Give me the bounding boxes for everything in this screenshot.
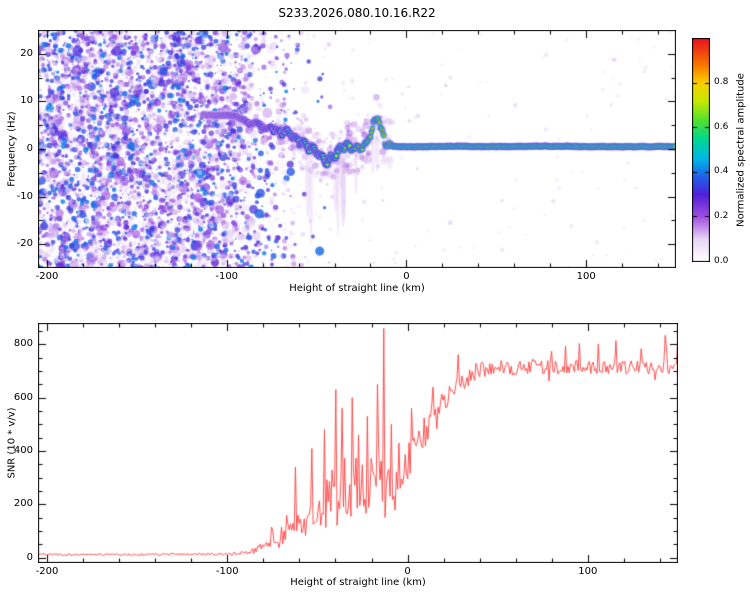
spec-y-tick-label: 0 [26,143,33,154]
spectrogram-x-axis-label: Height of straight line (km) [289,283,425,294]
colorbar-tick-label: 0.8 [714,76,729,87]
spec-x-tick-label: 0 [403,271,410,282]
spec-y-tick-label: -10 [16,190,33,202]
snr-x-tick-label: 100 [578,566,598,577]
spectrogram-canvas [38,30,676,268]
snr-x-tick-label: -100 [215,566,239,577]
snr-y-tick-label: 600 [13,391,33,403]
spec-x-tick-label: -100 [215,271,239,282]
snr-y-tick-label: 800 [13,338,33,350]
snr-y-tick-label: 400 [13,445,33,456]
colorbar-tick-label: 0.6 [714,121,729,132]
spec-x-tick-label: -200 [35,271,59,282]
snr-y-axis-label: SNR (10 * v/v) [6,407,18,479]
snr-x-axis-label: Height of straight line (km) [290,577,426,588]
snr-y-tick-label: 200 [13,498,33,510]
spec-y-tick-label: 20 [20,47,33,59]
snr-y-tick-label: 0 [26,551,33,563]
colorbar-tick-label: 0.2 [714,211,729,222]
snr-canvas [38,323,678,563]
colorbar-tick-label: 0.4 [714,166,729,177]
snr-x-tick-label: -200 [35,566,59,577]
figure-title: S233.2026.080.10.16.R22 [278,6,436,20]
spec-y-tick-label: -20 [16,238,33,250]
snr-x-tick-label: 0 [404,566,411,577]
colorbar-label: Normalized spectral amplitude [735,73,747,227]
spectrogram-y-axis-label: Frequency (Hz) [6,111,18,187]
spec-y-tick-label: 10 [20,95,33,107]
colorbar-canvas [692,38,710,262]
spec-x-tick-label: 100 [576,271,596,282]
colorbar-tick-label: 0.0 [714,256,729,266]
